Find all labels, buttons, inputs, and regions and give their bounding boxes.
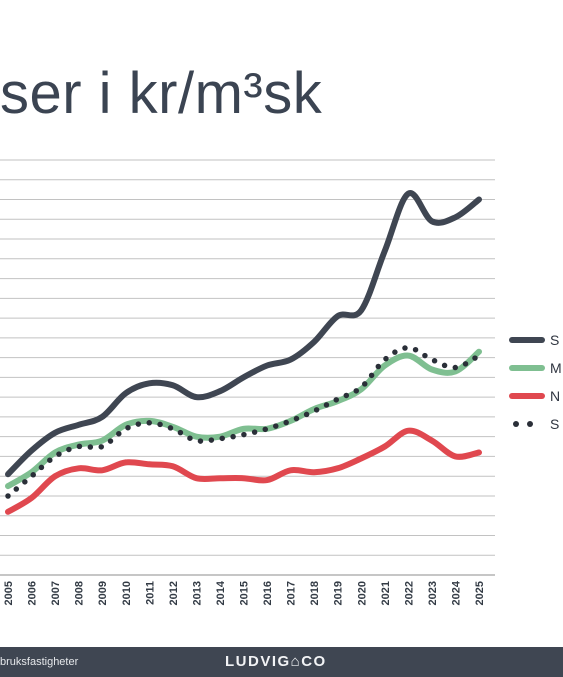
series-0 [5, 190, 482, 478]
series-line [5, 344, 482, 499]
x-tick-label: 2012 [168, 581, 180, 605]
legend-label: S [550, 332, 559, 348]
x-tick-label: 2016 [262, 581, 274, 605]
x-tick-label: 2024 [450, 580, 462, 605]
x-tick-label: 2022 [403, 581, 415, 605]
footer-caption: bruksfastigheter [0, 656, 79, 668]
legend-label: M [550, 360, 562, 376]
x-tick-label: 2023 [427, 581, 439, 605]
x-tick-labels: 2005 2006 2007 2008 2009 2010 2011 2012 2013 2014… [3, 580, 486, 605]
series-line [5, 348, 482, 490]
x-tick-label: 2025 [474, 581, 486, 605]
x-tick-label: 2014 [215, 580, 227, 605]
x-tick-label: 2005 [3, 581, 15, 605]
legend-swatch [513, 421, 519, 427]
x-tick-label: 2009 [97, 581, 109, 605]
series-layer [5, 190, 482, 515]
chart-title: ser i kr/m³sk [0, 61, 323, 126]
x-tick-label: 2006 [27, 581, 39, 605]
legend-label: S [550, 416, 559, 432]
x-tick-label: 2019 [333, 581, 345, 605]
series-2 [5, 427, 482, 515]
x-tick-label: 2017 [286, 581, 298, 605]
x-tick-label: 2013 [191, 581, 203, 605]
legend-swatch [527, 421, 533, 427]
x-tick-label: 2011 [144, 581, 156, 605]
series-1 [5, 348, 482, 490]
footer-bar: bruksfastigheter LUDVIG⌂CO [0, 647, 563, 677]
legend-label: N [550, 388, 560, 404]
x-tick-label: 2020 [356, 581, 368, 605]
series-3 [5, 344, 482, 499]
series-line [5, 190, 482, 478]
x-tick-label: 2015 [239, 581, 251, 605]
x-tick-label: 2021 [380, 581, 392, 605]
brand-logo: LUDVIG⌂CO [225, 653, 327, 670]
series-line [5, 427, 482, 515]
x-tick-label: 2010 [121, 581, 133, 605]
x-tick-label: 2007 [50, 581, 62, 605]
gridlines [0, 159, 495, 576]
x-tick-label: 2008 [74, 581, 86, 605]
x-tick-label: 2018 [309, 581, 321, 605]
